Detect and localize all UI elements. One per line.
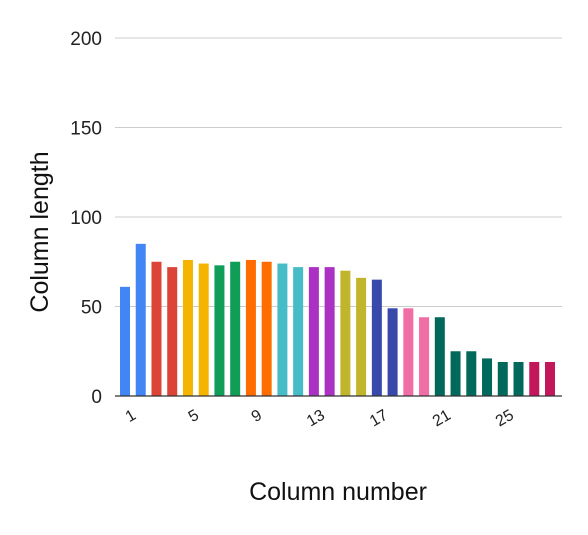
bar-column-6 (198, 263, 209, 396)
y-tick-label: 200 (70, 29, 102, 50)
bar-column-2 (135, 243, 146, 396)
bar-column-27 (529, 361, 540, 396)
x-axis-ticks: 1 5 9 13 17 21 25 (123, 407, 517, 431)
y-tick-label: 100 (70, 208, 102, 229)
bar-column-3 (151, 261, 162, 396)
bar-column-15 (340, 270, 351, 396)
bar-column-11 (277, 263, 288, 396)
bar-column-17 (371, 279, 382, 396)
bar-column-24 (482, 358, 493, 396)
bar-column-23 (466, 351, 477, 396)
x-axis-title: Column number (249, 478, 427, 506)
bar-column-14 (324, 267, 335, 396)
bar-column-13 (308, 267, 319, 396)
y-tick-label: 0 (91, 387, 102, 408)
x-tick-label: 5 (186, 407, 202, 426)
x-tick-label: 17 (367, 407, 391, 431)
bar-column-1 (120, 286, 130, 396)
y-axis-ticks: 0 50 100 150 200 (70, 29, 102, 408)
bar-column-26 (513, 361, 524, 396)
bar-column-28 (545, 361, 555, 396)
x-tick-label: 13 (304, 407, 328, 431)
bar-column-22 (450, 351, 461, 396)
y-tick-label: 150 (70, 119, 102, 140)
bar-column-16 (356, 277, 367, 396)
bar-column-21 (434, 317, 445, 396)
x-tick-label: 25 (493, 407, 517, 431)
bars (120, 243, 555, 396)
x-tick-label: 1 (123, 407, 139, 426)
bar-column-5 (182, 259, 193, 396)
y-axis-title: Column length (26, 151, 54, 312)
x-tick-label: 21 (430, 407, 454, 431)
bar-column-20 (419, 317, 430, 396)
bar-column-19 (403, 308, 414, 396)
bar-column-18 (387, 308, 398, 396)
gridlines (115, 37, 562, 307)
bar-column-12 (293, 267, 304, 396)
bar-column-10 (261, 261, 272, 396)
bar-column-9 (245, 259, 256, 396)
y-tick-label: 50 (81, 298, 102, 319)
bar-column-8 (230, 261, 241, 396)
bar-column-7 (214, 265, 225, 396)
bar-column-4 (167, 267, 178, 396)
bar-column-25 (497, 361, 508, 396)
x-tick-label: 9 (249, 407, 265, 426)
